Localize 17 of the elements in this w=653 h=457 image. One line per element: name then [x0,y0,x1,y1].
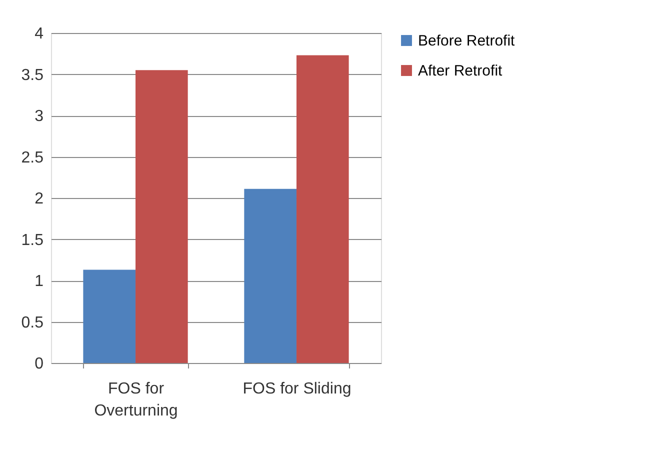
legend-label: Before Retrofit [418,32,516,50]
x-tick-label: FOS for Overturning [94,380,178,420]
legend-label: After Retrofit [418,62,504,80]
y-tick-label: 1 [34,273,44,290]
y-tick-label: 1.5 [21,232,44,249]
y-tick-label: 3 [34,108,44,125]
bar [83,270,136,363]
x-tick-label: FOS for Sliding [242,380,352,398]
y-tick-label: 3.5 [21,66,44,84]
y-tick-label: 2.5 [21,149,44,166]
y-tick-label: 2 [34,190,44,208]
y-tick-label: 0 [34,356,44,372]
y-tick-label: 0.5 [21,314,44,332]
bar [136,70,188,363]
y-tick-label: 4 [34,26,44,42]
bar [296,55,349,363]
bar [244,188,296,363]
